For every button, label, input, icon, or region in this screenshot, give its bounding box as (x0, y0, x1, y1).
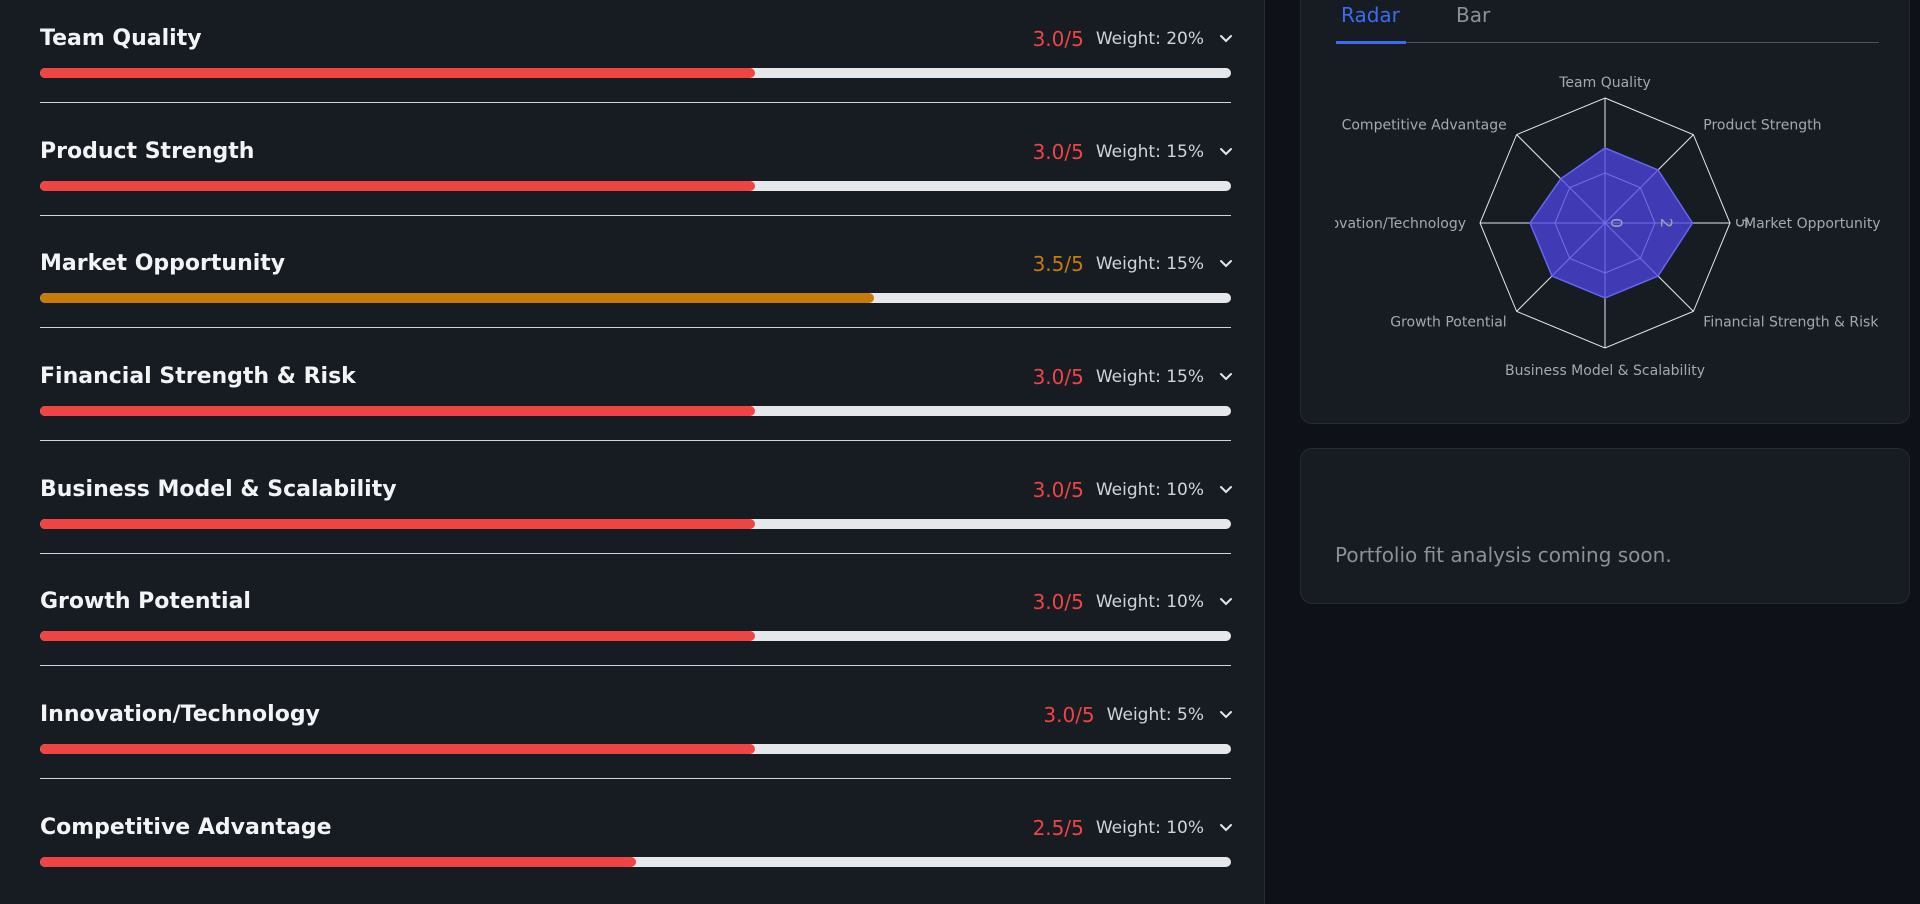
criterion-meta: 3.0/5 Weight: 15% (1033, 362, 1234, 392)
chevron-icon (1220, 260, 1232, 268)
criterion-name: Market Opportunity (40, 251, 286, 277)
axis-label: Growth Potential (1390, 314, 1506, 330)
expand-chevron[interactable] (1218, 594, 1234, 610)
weight-label: Weight: 5% (1106, 704, 1204, 725)
portfolio-message: Portfolio fit analysis coming soon. (1335, 543, 1672, 567)
criterion-meta: 3.0/5 Weight: 5% (1043, 700, 1234, 730)
separator (40, 439, 1231, 441)
expand-chevron[interactable] (1218, 707, 1234, 723)
progress-fill (40, 856, 636, 867)
score-label: 3.0/5 (1032, 477, 1084, 502)
expand-chevron[interactable] (1218, 144, 1234, 160)
progress-track (40, 405, 1231, 416)
progress-fill (40, 631, 755, 642)
progress-track (40, 68, 1231, 78)
weight-label: Weight: 15% (1095, 141, 1204, 162)
axis-label: Competitive Advantage (1342, 118, 1507, 134)
tab-indicator (1336, 41, 1406, 44)
separator (40, 102, 1231, 103)
criterion-name: Innovation/Technology (40, 701, 320, 727)
chevron-icon (1220, 710, 1232, 719)
chevron-icon (1220, 823, 1232, 831)
progress-fill (40, 68, 755, 78)
axis-label: Product Strength (1703, 118, 1821, 134)
separator (40, 777, 1231, 779)
criterion-name: Growth Potential (40, 589, 251, 615)
score-label: 3.0/5 (1032, 590, 1084, 615)
separator (40, 327, 1231, 329)
expand-chevron[interactable] (1218, 820, 1234, 836)
progress-fill (40, 518, 755, 529)
criterion-name: Business Model & Scalability (40, 476, 397, 502)
radial-tick-label: 0 (1607, 218, 1626, 228)
criterion-meta: 3.0/5 Weight: 15% (1033, 137, 1234, 167)
weight-label: Weight: 15% (1095, 366, 1204, 387)
progress-track (40, 518, 1231, 529)
progress-track (40, 180, 1231, 191)
radar-area (1529, 147, 1694, 299)
axis-label: Team Quality (1558, 75, 1650, 91)
criterion-name: Financial Strength & Risk (40, 363, 356, 389)
axis-label: Innovation/Technology (1309, 216, 1466, 232)
progress-fill (40, 293, 874, 304)
progress-fill (40, 180, 755, 191)
progress-fill (40, 743, 755, 754)
radial-tick-label: 2 (1657, 218, 1676, 228)
chevron-icon (1220, 485, 1232, 494)
score-label: 2.5/5 (1032, 815, 1084, 840)
expand-chevron[interactable] (1218, 31, 1234, 47)
criteria-panel: Team Quality 3.0/5 Weight: 20% Product Stre… (0, 0, 1265, 904)
criterion-meta: 3.0/5 Weight: 10% (1033, 587, 1234, 617)
progress-track (40, 631, 1231, 642)
criterion-meta: 3.5/5 Weight: 15% (1033, 249, 1234, 279)
tab[interactable]: Bar (1456, 3, 1491, 27)
weight-label: Weight: 10% (1095, 592, 1204, 613)
separator (40, 552, 1231, 554)
score-label: 3.5/5 (1032, 252, 1084, 277)
weight-label: Weight: 10% (1095, 817, 1204, 838)
radar-chart: Team Quality Product Strength Market Oppor… (1309, 75, 1881, 379)
separator (40, 214, 1231, 216)
weight-label: Weight: 20% (1095, 29, 1204, 49)
axis-label: Market Opportunity (1744, 216, 1881, 232)
score-label: 3.0/5 (1032, 139, 1084, 164)
progress-track (40, 743, 1231, 754)
chevron-icon (1220, 598, 1232, 606)
score-label: 3.0/5 (1043, 702, 1095, 727)
tab-divider (1336, 42, 1879, 43)
weight-label: Weight: 15% (1095, 254, 1204, 275)
separator (40, 665, 1231, 667)
portfolio-card: Portfolio fit analysis coming soon. (1300, 448, 1910, 604)
expand-chevron[interactable] (1218, 256, 1234, 272)
chevron-icon (1220, 372, 1232, 381)
progress-track (40, 293, 1231, 304)
radial-tick-label: 5 (1732, 218, 1751, 228)
criterion-meta: 2.5/5 Weight: 10% (1033, 813, 1234, 843)
chevron-icon (1220, 147, 1232, 156)
criterion-name: Competitive Advantage (40, 814, 332, 840)
score-label: 3.0/5 (1032, 364, 1084, 389)
criterion-meta: 3.0/5 Weight: 10% (1033, 475, 1234, 505)
progress-track (40, 856, 1231, 867)
score-label: 3.0/5 (1032, 27, 1084, 51)
progress-fill (40, 405, 755, 416)
chevron-icon (1220, 35, 1232, 43)
criterion-meta: 3.0/5 Weight: 20% (1033, 24, 1234, 54)
axis-label: Financial Strength & Risk (1703, 314, 1879, 330)
expand-chevron[interactable] (1218, 369, 1234, 385)
criterion-name: Product Strength (40, 138, 255, 164)
expand-chevron[interactable] (1218, 482, 1234, 498)
weight-label: Weight: 10% (1095, 479, 1204, 500)
tab[interactable]: Radar (1341, 3, 1400, 27)
criterion-name: Team Quality (40, 26, 202, 51)
axis-label: Business Model & Scalability (1505, 363, 1705, 379)
